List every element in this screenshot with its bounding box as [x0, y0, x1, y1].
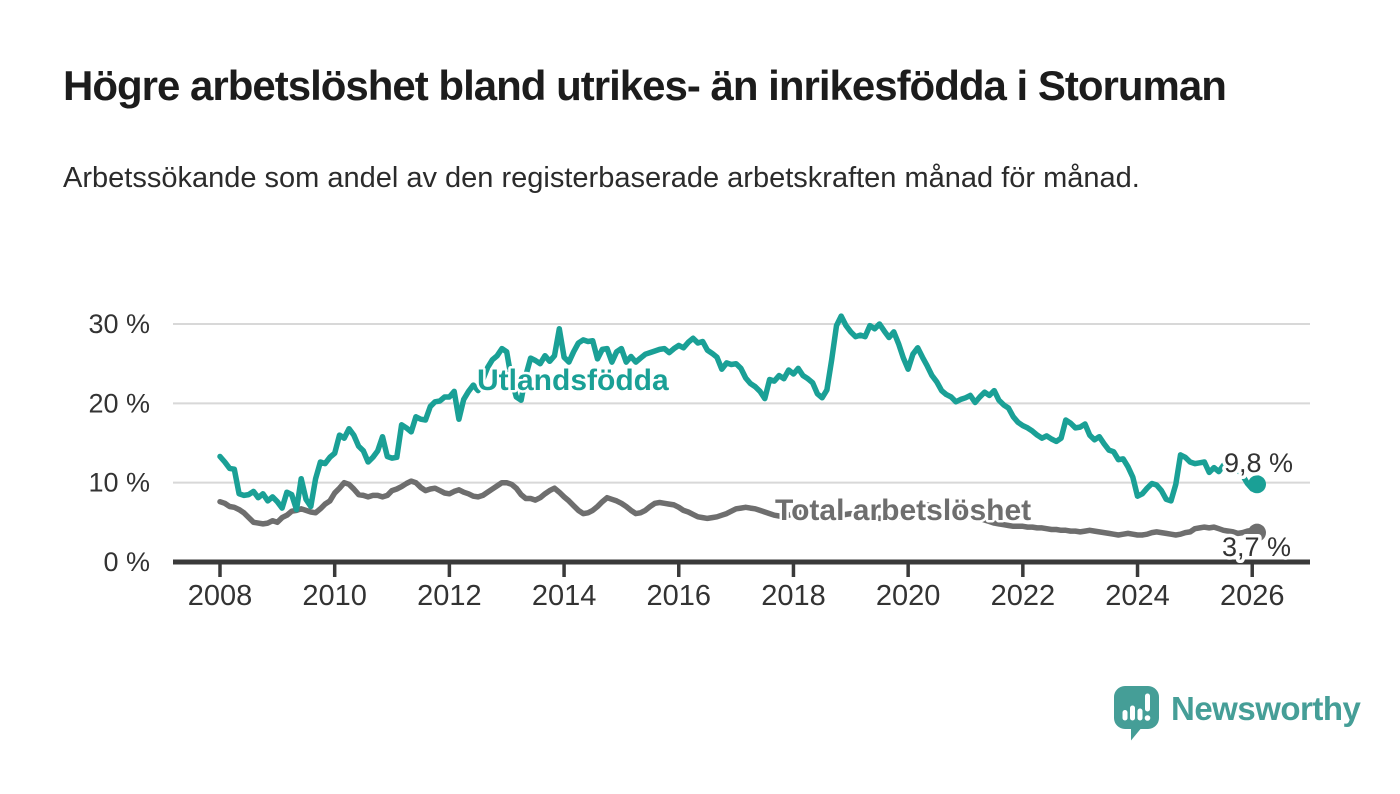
series-line-utlandsfodda [217, 313, 1260, 513]
end-dot-utlandsfodda [1248, 475, 1266, 494]
end-value-label-total: 3,7 % [1222, 532, 1291, 562]
x-axis-tick-label: 2008 [188, 580, 253, 612]
newsworthy-brand-text: Newsworthy [1171, 690, 1361, 727]
chart-title: Högre arbetslöshet bland utrikes- än inr… [63, 62, 1227, 109]
x-axis-tick-label: 2012 [417, 580, 482, 612]
x-axis [173, 559, 1310, 577]
y-axis-tick-label: 0 % [103, 547, 150, 577]
x-axis-tick-label: 2016 [647, 580, 712, 612]
x-axis-tick-label: 2014 [532, 580, 597, 612]
y-axis-tick-label: 30 % [88, 309, 150, 339]
series-label-total: Total arbetslöshet [775, 494, 1031, 527]
chart-subtitle: Arbetssökande som andel av den registerb… [63, 162, 1140, 194]
newsworthy-logo: Newsworthy [1113, 684, 1361, 744]
x-axis-tick-label: 2022 [991, 580, 1056, 612]
axis-tick-labels: 30 % 20 % 10 % 0 % 2008 2010 2012 2014 2016 2018 2… [88, 309, 1284, 612]
y-axis-tick-label: 20 % [88, 388, 150, 418]
series-line-total [217, 478, 1260, 538]
y-axis-tick-label: 10 % [88, 468, 150, 498]
end-value-label-utlandsfodda: 9,8 % [1224, 448, 1293, 478]
series-label-utlandsfodda: Utlandsfödda [477, 364, 669, 397]
end-dot-total [1248, 523, 1266, 542]
x-axis-tick-label: 2024 [1105, 580, 1170, 612]
series-end-dots [1248, 475, 1266, 542]
x-axis-tick-label: 2020 [876, 580, 941, 612]
x-axis-tick-label: 2018 [761, 580, 826, 612]
bar-chart-bubble-icon [1114, 686, 1159, 741]
x-axis-tick-label: 2026 [1220, 580, 1285, 612]
series-lines [217, 313, 1260, 538]
gridlines [173, 323, 1310, 484]
x-axis-tick-label: 2010 [302, 580, 367, 612]
